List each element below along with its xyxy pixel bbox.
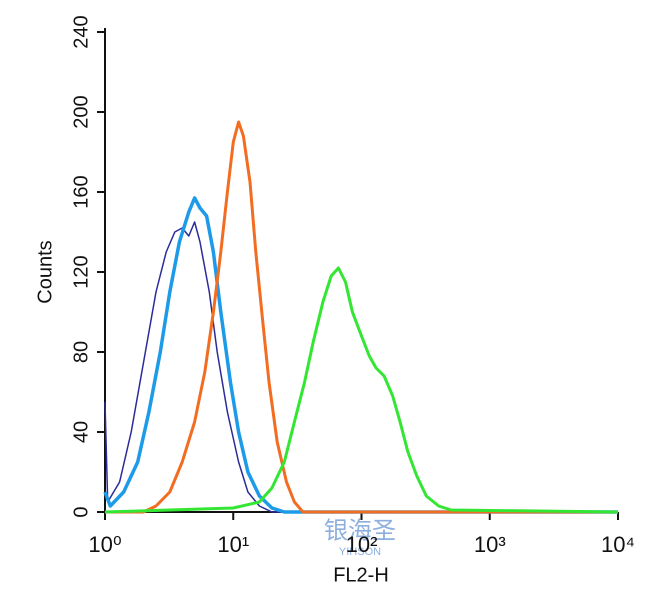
y-axis-label: Counts [34,240,56,303]
y-tick-label: 40 [70,421,92,443]
x-tick-label: 10⁰ [88,532,121,557]
watermark: YIHSON [339,546,381,558]
x-tick-label: 10² [346,532,378,557]
series-line [103,196,618,514]
y-tick-label: 0 [70,506,92,517]
y-tick-label: 200 [70,95,92,128]
series-line [104,221,618,513]
x-tick-label: 10³ [474,532,506,557]
x-tick-label: 10¹ [217,532,249,557]
x-axis-label: FL2-H [333,564,389,586]
y-tick-label: 240 [70,15,92,48]
y-tick-label: 160 [70,175,92,208]
series-line [104,266,619,514]
y-tick-label: 80 [70,341,92,363]
y-tick-label: 120 [70,255,92,288]
watermark: 银海圣 [324,517,396,544]
series-line [105,120,618,514]
x-tick-label: 10⁴ [601,532,635,557]
